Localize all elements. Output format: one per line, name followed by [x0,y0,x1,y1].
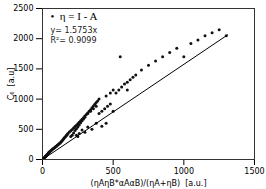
svg-text:R²= 0.9099: R²= 0.9099 [51,36,97,45]
svg-text:2500: 2500 [13,4,33,13]
svg-text:1000: 1000 [174,167,194,176]
svg-text:C₆ [a.u]: C₆ [a.u] [7,68,16,101]
svg-text:• η = I - A: • η = I - A [51,10,98,22]
svg-text:2000: 2000 [13,34,33,43]
svg-text:(ηAηB*αAαB)/(ηA+ηB) [a.u.]: (ηAηB*αAαB)/(ηA+ηB) [a.u.] [91,179,207,188]
svg-text:500: 500 [106,167,121,176]
svg-text:y= 1.5753x: y= 1.5753x [51,26,98,35]
svg-text:500: 500 [18,125,33,134]
svg-text:1500: 1500 [244,167,264,176]
svg-text:0: 0 [40,167,45,176]
svg-text:1000: 1000 [13,95,33,104]
svg-text:1500: 1500 [13,64,33,73]
svg-text:0: 0 [28,155,33,164]
